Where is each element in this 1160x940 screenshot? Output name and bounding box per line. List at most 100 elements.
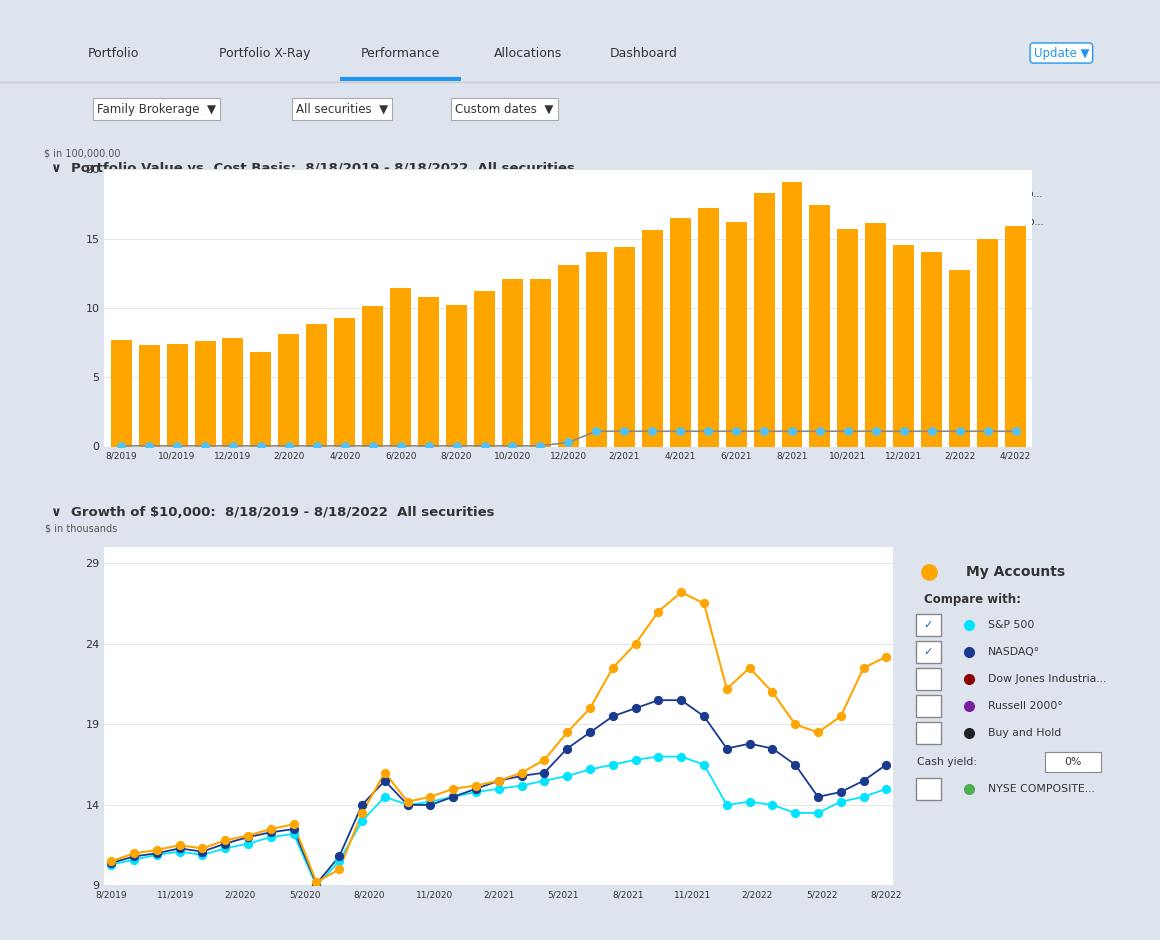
Point bbox=[140, 438, 159, 453]
Bar bbox=[502, 279, 523, 446]
Bar bbox=[865, 224, 886, 446]
Point bbox=[376, 790, 394, 805]
Text: Russell 2000°: Russell 2000° bbox=[987, 701, 1063, 712]
Point bbox=[809, 806, 827, 821]
FancyBboxPatch shape bbox=[1045, 752, 1101, 772]
FancyBboxPatch shape bbox=[915, 641, 942, 663]
Point bbox=[239, 836, 258, 851]
Text: Family Brokerage  ▼: Family Brokerage ▼ bbox=[97, 102, 216, 116]
Bar bbox=[977, 239, 998, 446]
Point bbox=[727, 424, 746, 439]
Point bbox=[854, 790, 872, 805]
Text: ✓: ✓ bbox=[923, 619, 933, 630]
Point bbox=[420, 438, 438, 453]
FancyBboxPatch shape bbox=[915, 695, 942, 717]
Bar bbox=[726, 222, 747, 446]
Point bbox=[978, 424, 996, 439]
Text: $ in thousands: $ in thousands bbox=[45, 524, 117, 534]
Point bbox=[603, 661, 622, 676]
Point bbox=[513, 778, 531, 793]
Point bbox=[950, 424, 969, 439]
Text: ∨  Portfolio Value vs. Cost Basis:  8/18/2019 - 8/18/2022  All securities: ∨ Portfolio Value vs. Cost Basis: 8/18/2… bbox=[51, 162, 575, 175]
Point bbox=[740, 794, 759, 809]
Text: S&P 500: S&P 500 bbox=[987, 619, 1034, 630]
Point bbox=[466, 781, 485, 796]
Text: Po...: Po... bbox=[1022, 189, 1043, 199]
FancyBboxPatch shape bbox=[991, 185, 1016, 203]
Text: Performance: Performance bbox=[361, 46, 440, 59]
Point bbox=[329, 854, 348, 869]
Bar bbox=[893, 245, 914, 446]
Point bbox=[353, 813, 371, 828]
Point bbox=[307, 878, 326, 893]
Bar bbox=[669, 218, 690, 446]
Point bbox=[398, 794, 416, 809]
Point bbox=[284, 817, 303, 832]
Point bbox=[216, 833, 234, 848]
Point bbox=[587, 424, 606, 439]
Point bbox=[171, 838, 189, 853]
Point bbox=[444, 790, 463, 805]
Bar bbox=[139, 345, 160, 446]
Point bbox=[398, 797, 416, 812]
Point bbox=[695, 596, 713, 611]
FancyBboxPatch shape bbox=[915, 722, 942, 744]
Point bbox=[102, 854, 121, 869]
Text: Portfolio X-Ray: Portfolio X-Ray bbox=[219, 46, 310, 59]
Bar bbox=[530, 279, 551, 446]
Point bbox=[1007, 424, 1025, 439]
Bar bbox=[306, 324, 327, 446]
Text: ∨  Growth of $10,000:  8/18/2019 - 8/18/2022  All securities: ∨ Growth of $10,000: 8/18/2019 - 8/18/20… bbox=[51, 506, 495, 519]
Point bbox=[147, 842, 166, 857]
Text: Compare with:: Compare with: bbox=[925, 593, 1021, 606]
Point bbox=[171, 841, 189, 856]
Point bbox=[444, 790, 463, 805]
Point bbox=[196, 438, 215, 453]
Point bbox=[698, 424, 717, 439]
Bar bbox=[278, 335, 299, 446]
Bar bbox=[614, 247, 635, 446]
Point bbox=[307, 876, 326, 891]
Point bbox=[444, 781, 463, 796]
Bar bbox=[782, 181, 803, 446]
Point bbox=[284, 822, 303, 837]
Point bbox=[740, 736, 759, 751]
Point bbox=[125, 846, 144, 861]
Point bbox=[650, 749, 668, 764]
Point bbox=[147, 846, 166, 861]
Bar bbox=[1006, 226, 1027, 446]
Point bbox=[194, 841, 212, 856]
Bar bbox=[754, 193, 775, 446]
Point bbox=[216, 836, 234, 851]
Point bbox=[147, 847, 166, 862]
Point bbox=[763, 684, 782, 699]
Point bbox=[102, 855, 121, 870]
Point bbox=[535, 774, 553, 789]
Bar bbox=[949, 271, 970, 446]
Bar bbox=[195, 341, 216, 446]
Point bbox=[490, 781, 508, 796]
Point bbox=[421, 790, 440, 805]
FancyBboxPatch shape bbox=[915, 668, 942, 690]
Text: All securities  ▼: All securities ▼ bbox=[296, 102, 389, 116]
Point bbox=[877, 781, 896, 796]
Point bbox=[672, 749, 690, 764]
Point bbox=[783, 424, 802, 439]
Bar bbox=[334, 318, 355, 446]
Point bbox=[877, 650, 896, 665]
Point bbox=[239, 830, 258, 845]
Point bbox=[531, 438, 550, 453]
Bar bbox=[251, 352, 271, 446]
Text: Update ▼: Update ▼ bbox=[1034, 46, 1089, 59]
Point bbox=[811, 424, 829, 439]
Point bbox=[672, 693, 690, 708]
Text: My Accounts: My Accounts bbox=[965, 566, 1065, 579]
Point bbox=[398, 797, 416, 812]
Point bbox=[261, 822, 280, 837]
Point bbox=[672, 585, 690, 600]
Point bbox=[718, 741, 737, 756]
Point bbox=[335, 438, 354, 453]
Point bbox=[558, 741, 577, 756]
Point bbox=[581, 725, 600, 740]
Text: Dashboard: Dashboard bbox=[610, 46, 677, 59]
